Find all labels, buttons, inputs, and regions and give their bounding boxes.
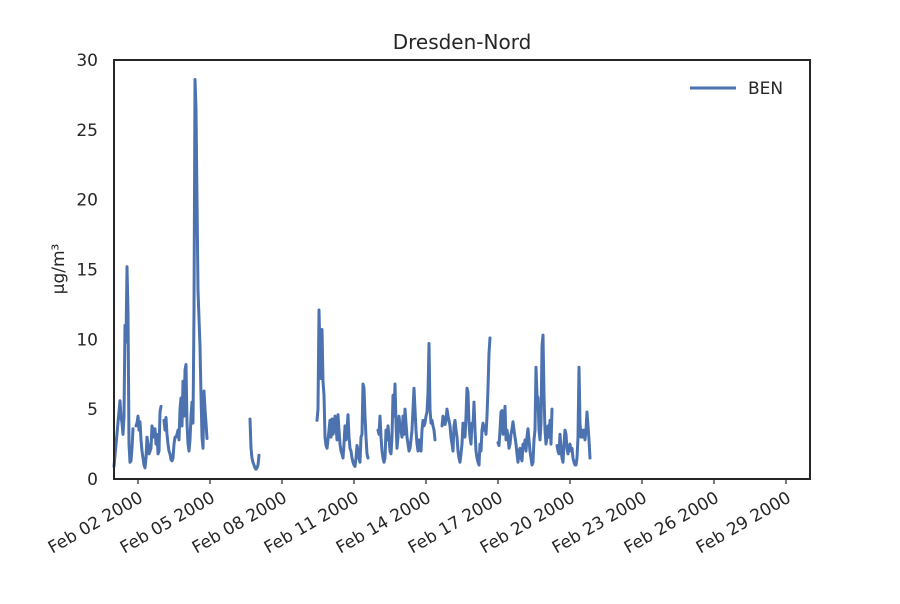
y-tick-label: 20 xyxy=(76,191,98,211)
plot-area xyxy=(112,78,592,471)
y-tick-label: 5 xyxy=(87,400,98,420)
series-line-ben xyxy=(555,365,592,467)
y-axis-ticks: 0 5 10 15 20 25 30 xyxy=(76,51,98,490)
series-line-ben xyxy=(315,308,370,468)
y-tick-label: 30 xyxy=(76,51,98,71)
y-tick-label: 25 xyxy=(76,121,98,141)
legend-label: BEN xyxy=(748,79,783,99)
y-tick-label: 15 xyxy=(76,261,98,281)
y-axis-label: µg/m³ xyxy=(49,244,69,295)
series-line-ben xyxy=(112,265,135,468)
plot-frame xyxy=(113,59,811,480)
y-tick-label: 10 xyxy=(76,330,98,350)
chart-title: Dresden-Nord xyxy=(393,30,532,54)
series-line-ben xyxy=(134,404,163,470)
series-line-ben xyxy=(162,78,209,463)
series-line-ben xyxy=(440,336,492,467)
legend: BEN xyxy=(690,79,783,99)
series-line-ben xyxy=(496,333,554,467)
y-tick-label: 0 xyxy=(87,470,98,490)
series-line-ben xyxy=(376,342,437,464)
series-line-ben xyxy=(248,417,261,471)
